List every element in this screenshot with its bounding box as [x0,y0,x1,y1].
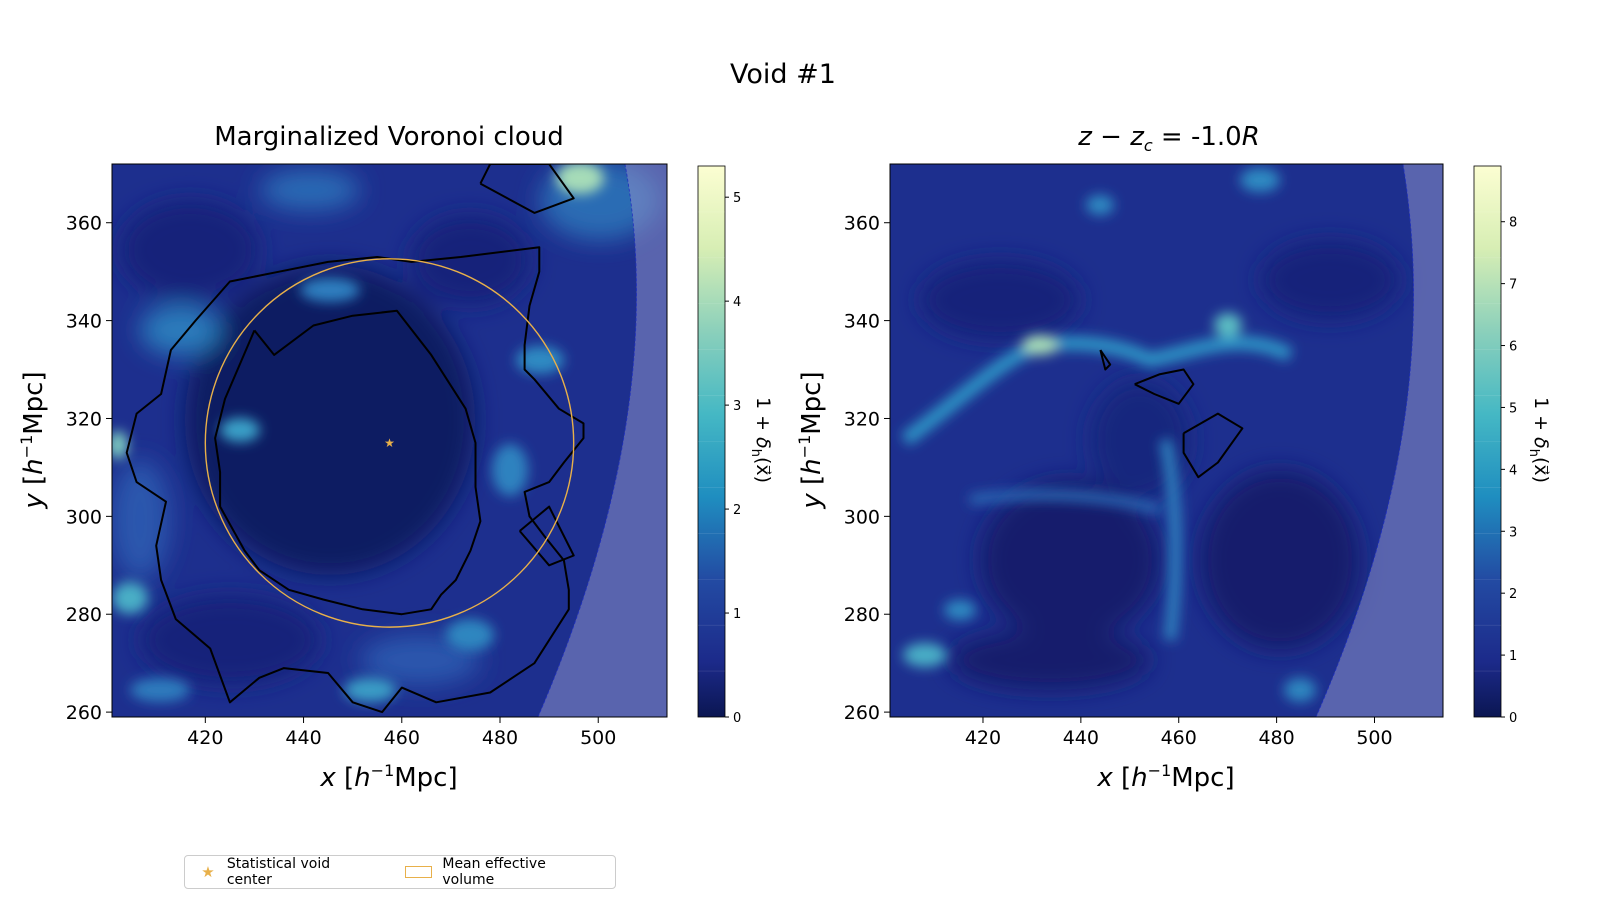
y-tick-label: 260 [844,702,880,724]
legend-label: Mean effective volume [442,856,546,888]
star-icon: ★ [201,863,215,881]
x-tick-label: 420 [187,727,223,749]
y-tick-label: 280 [844,604,880,626]
y-tick-label: 320 [66,408,102,430]
colorbar: 0 1 2 3 4 5 1 + δh(x⃗) [697,165,774,726]
colorbar-tick-label: 0 [733,711,741,726]
survey-boundary [1315,164,1414,717]
colorbar-tick-label: 2 [733,503,741,518]
x-tick-label: 420 [965,727,1001,749]
x-tick-label: 500 [580,727,616,749]
y-tick-label: 320 [844,408,880,430]
colorbar-label: 1 + δh(x⃗) [748,397,774,483]
panel-voronoi-cloud: Marginalized Voronoi cloud [17,122,774,793]
y-tick-label: 340 [844,311,880,333]
colorbar-tick-label: 3 [733,399,741,414]
contour-line [1134,368,1195,405]
colorbar-tick-label: 1 [733,607,741,622]
axis-ticks: 420 440 460 480 500 260 280 300 320 340 360 [844,213,1393,749]
colorbar-tick-label: 1 [1509,649,1517,664]
x-tick-label: 440 [285,727,321,749]
panel-slice: z − zc = -1.0R [795,122,1552,793]
contour-lines [1099,349,1244,479]
y-axis-label: y [h−1Mpc] [795,371,827,509]
legend-item-void-center: ★ Statistical void center [197,856,379,888]
y-axis-label: y [h−1Mpc] [17,371,49,509]
void-center-marker: ★ [384,436,395,450]
colorbar-tick-label: 4 [1509,463,1517,478]
x-tick-label: 460 [384,727,420,749]
x-tick-label: 440 [1063,727,1099,749]
survey-boundary [537,164,637,717]
y-tick-label: 300 [844,506,880,528]
axes-frame [889,163,1444,718]
density-heatmap: ★ [112,164,667,717]
colorbar: 0 1 2 3 4 5 6 7 8 1 + δh(x⃗) [1473,165,1552,726]
survey-mask [538,164,667,717]
colorbar-tick-label: 3 [1509,525,1517,540]
colorbar-tick-label: 5 [1509,401,1517,416]
y-tick-label: 260 [66,702,102,724]
colorbar-tick-label: 5 [733,191,741,206]
y-tick-label: 280 [66,604,102,626]
colorbar-tick-label: 6 [1509,340,1517,355]
x-tick-label: 460 [1161,727,1197,749]
contour-line [479,164,575,214]
colorbar-tick-label: 8 [1509,216,1517,231]
contour-line [1182,412,1244,479]
mean-effective-volume-circle [204,258,575,628]
x-tick-label: 480 [1258,727,1294,749]
y-tick-label: 340 [66,311,102,333]
colorbar-tick-label: 7 [1509,278,1517,293]
colorbar-label: 1 + δh(x⃗) [1526,397,1552,483]
density-heatmap [890,164,1443,717]
legend: ★ Statistical void center Mean effective… [184,855,616,889]
contour-line [518,505,575,567]
circle-icon [404,866,433,878]
legend-label: Statistical void center [226,856,331,888]
x-axis-label: x [h−1Mpc] [319,761,457,793]
figure-title: Void #1 [730,59,836,90]
x-tick-label: 480 [482,727,518,749]
x-axis-label: x [h−1Mpc] [1096,761,1234,793]
y-tick-label: 360 [66,213,102,235]
panel-title: Marginalized Voronoi cloud [214,122,564,152]
contour-lines [125,164,585,714]
contour-line [1099,349,1112,371]
colorbar-tick-label: 2 [1509,587,1517,602]
y-tick-label: 300 [66,506,102,528]
axes-frame [111,163,668,718]
survey-mask [1316,164,1443,717]
x-tick-label: 500 [1356,727,1392,749]
contour-line [125,246,585,714]
colorbar-tick-label: 0 [1509,711,1517,726]
legend-item-effective-volume: Mean effective volume [404,856,601,888]
axis-ticks: 420 440 460 480 500 260 280 300 320 340 360 [66,213,617,749]
y-tick-label: 360 [844,213,880,235]
colorbar-tick-label: 4 [733,295,741,310]
panel-title: z − zc = -1.0R [1077,122,1260,155]
contour-line [214,309,482,616]
